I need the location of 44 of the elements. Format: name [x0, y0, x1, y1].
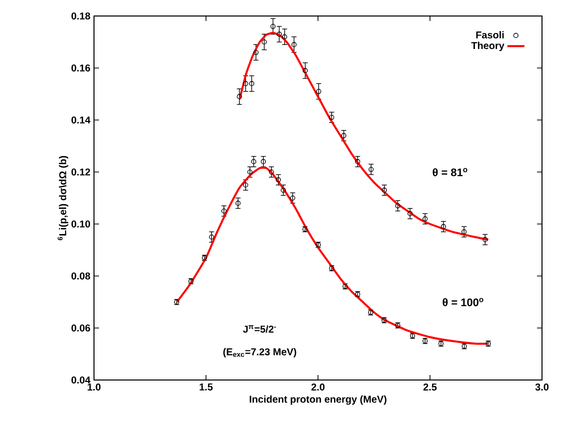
- point: [422, 216, 428, 222]
- x-axis-title: Incident proton energy (MeV): [250, 395, 386, 405]
- y-tick-label: 0.06: [71, 324, 90, 332]
- y-tick-label: 0.16: [71, 64, 90, 72]
- x-tick-label: 2.5: [423, 384, 437, 391]
- point: [341, 133, 346, 138]
- annotation: (E$_{exc}$=7.23 MeV): [223, 348, 296, 358]
- point: [462, 229, 467, 234]
- point: [260, 159, 266, 164]
- annotation: θ = 81$^{o}$: [432, 168, 468, 176]
- point: [235, 200, 241, 206]
- point: [440, 224, 446, 230]
- y-tick-label: 0.08: [71, 272, 90, 280]
- line-series: [176, 166, 490, 345]
- point: [368, 166, 374, 172]
- point: [329, 114, 334, 120]
- legend-label: Theory: [471, 42, 504, 52]
- point: [290, 195, 296, 201]
- x-tick-label: 1.5: [200, 384, 213, 390]
- point: [280, 188, 286, 193]
- point: [276, 177, 281, 182]
- y-tick-label: 0.14: [71, 116, 90, 124]
- point: [243, 182, 248, 188]
- point: [251, 159, 256, 164]
- annotation: J$^{π}$=5/2$^{-}$: [242, 325, 276, 333]
- y-tick-label: 0.18: [71, 12, 90, 20]
- point: [482, 237, 488, 242]
- legend-label: Fasoli: [476, 31, 504, 38]
- point: [268, 169, 274, 175]
- point: [209, 234, 214, 240]
- annotation: θ = 100$^{o}$: [442, 298, 484, 306]
- point: [382, 188, 387, 193]
- point: [247, 169, 252, 175]
- y-tick-label: 0.12: [71, 168, 90, 176]
- point: [395, 203, 400, 208]
- y-tick-label: 0.10: [71, 220, 90, 228]
- x-tick-label: 3.0: [535, 384, 549, 391]
- point: [355, 159, 360, 164]
- y-axis-title: $^{6}$Li(p,el) dσ\dΩ (b): [58, 156, 68, 240]
- point: [221, 208, 226, 214]
- x-tick-label: 2.0: [311, 384, 325, 391]
- point: [408, 211, 413, 216]
- y-tick-label: 0.04: [71, 376, 90, 384]
- x-tick-label: 1.0: [88, 384, 101, 391]
